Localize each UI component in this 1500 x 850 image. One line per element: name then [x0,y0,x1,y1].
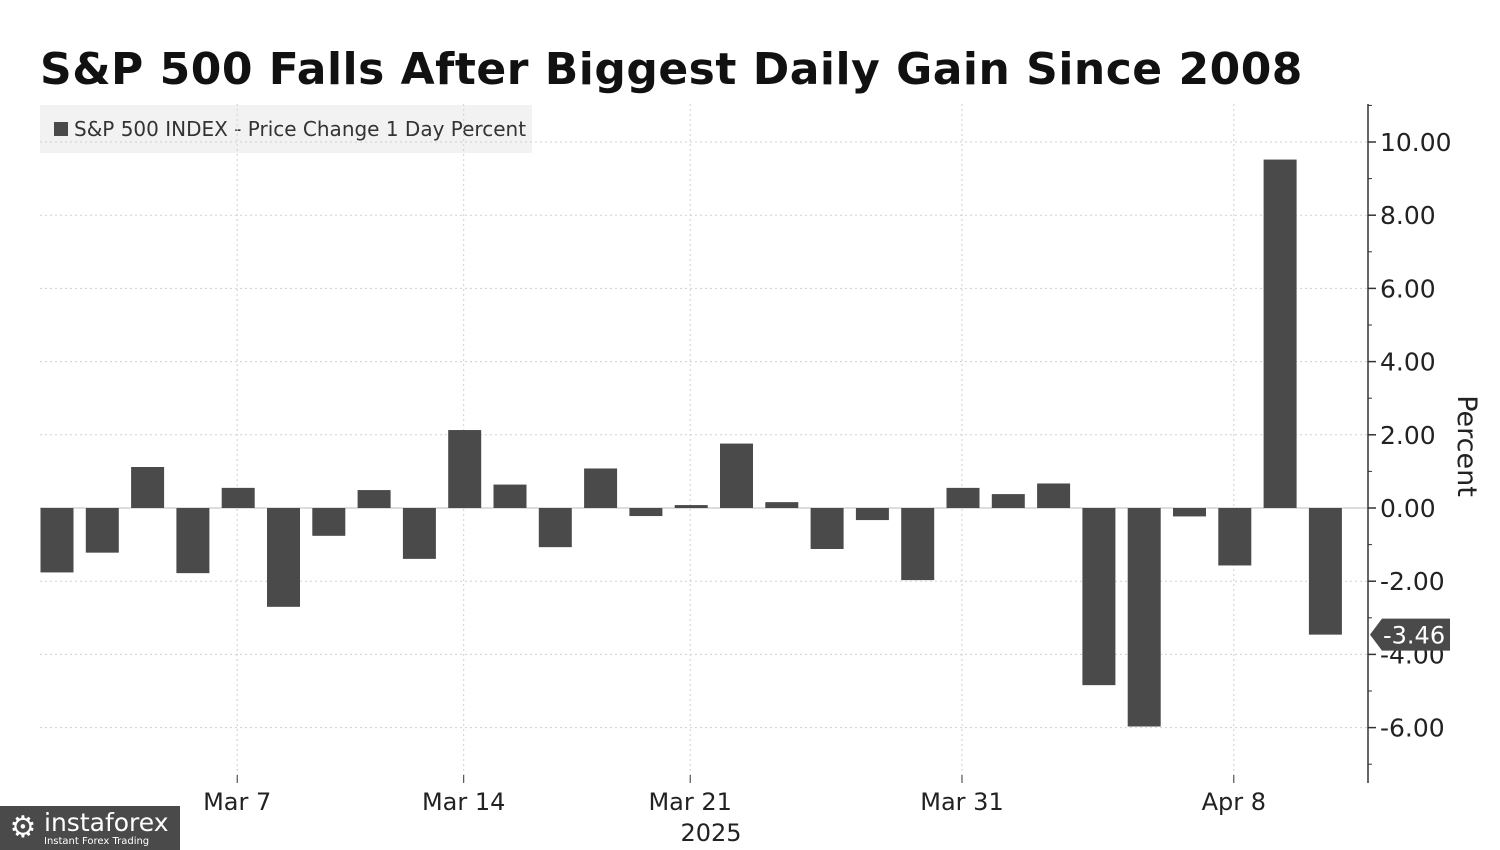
y-tick-label: -6.00 [1380,714,1445,743]
bar [1263,159,1297,508]
bar [357,490,391,508]
y-axis: 10.008.006.004.002.000.00-2.00-4.00-6.00… [1367,104,1482,783]
y-tick-label: 10.00 [1380,128,1452,157]
x-axis: Mar 7 Mar 14 Mar 21 Mar 31 Apr 8 2025 [203,775,1266,847]
bar [901,508,935,581]
bar [946,487,980,508]
watermark-name: instaforex [44,807,169,837]
bars [40,159,1342,727]
bar [493,484,527,508]
bar [810,508,844,549]
grid-lines [40,104,1368,783]
y-tick-label: 8.00 [1380,201,1436,230]
watermark-tagline: Instant Forex Trading [44,835,150,847]
bar [991,494,1025,508]
bar [538,508,572,548]
bar [312,508,346,536]
x-tick-label: Mar 14 [422,788,505,816]
y-tick-label: 4.00 [1380,348,1436,377]
bar [1308,508,1342,635]
legend: S&P 500 INDEX - Price Change 1 Day Perce… [40,105,532,153]
bar [1037,483,1071,508]
bar [448,430,482,508]
bar [629,508,663,517]
bar [267,508,300,607]
bar [85,508,119,553]
bar [176,508,210,574]
bar [1127,508,1161,727]
y-tick-label: 2.00 [1380,421,1436,450]
bar [765,502,799,508]
y-tick-label: 6.00 [1380,274,1436,303]
x-tick-label: Mar 7 [203,788,271,816]
x-axis-year-label: 2025 [680,819,741,847]
last-value-badge-shape [1370,618,1450,651]
bar [402,508,436,559]
bar [720,443,753,508]
legend-label: S&P 500 INDEX - Price Change 1 Day Perce… [74,117,527,141]
legend-swatch [54,122,68,136]
last-value-label: -3.46 [1383,622,1445,650]
y-tick-label: -2.00 [1380,567,1445,596]
bar [674,505,708,508]
bar [221,487,255,508]
bar [1082,508,1116,686]
instaforex-logo-icon: ⚙ [9,810,37,845]
x-tick-label: Mar 21 [648,788,731,816]
bar [1218,508,1252,566]
bar [855,508,889,521]
bar [131,467,165,508]
y-tick-label: 0.00 [1380,494,1436,523]
bar [584,468,618,508]
instaforex-watermark: ⚙ instaforex Instant Forex Trading [0,806,180,850]
y-axis-title: Percent [1451,395,1482,497]
x-tick-label: Mar 31 [920,788,1003,816]
last-value-badge: -3.46 [1370,618,1450,651]
x-tick-label: Apr 8 [1202,788,1266,816]
chart-title: S&P 500 Falls After Biggest Daily Gain S… [40,44,1303,95]
bar [40,508,74,573]
bar [1173,508,1206,517]
